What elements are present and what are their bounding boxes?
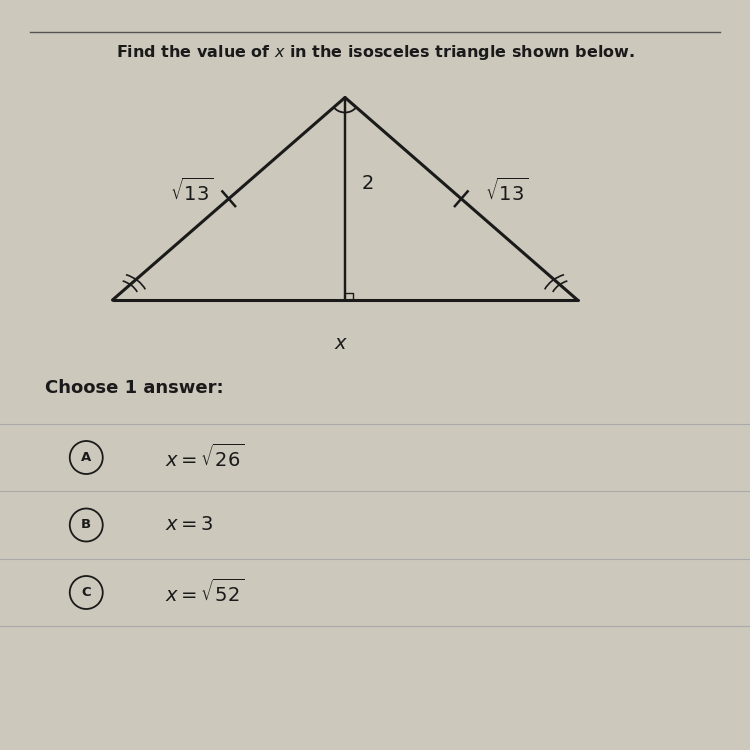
Text: C: C bbox=[82, 586, 91, 599]
Text: Choose 1 answer:: Choose 1 answer: bbox=[45, 379, 224, 397]
Text: 2: 2 bbox=[362, 174, 374, 194]
Text: $x = 3$: $x = 3$ bbox=[165, 515, 214, 535]
Text: Find the value of $x$ in the isosceles triangle shown below.: Find the value of $x$ in the isosceles t… bbox=[116, 44, 634, 62]
Text: $\sqrt{13}$: $\sqrt{13}$ bbox=[170, 178, 213, 205]
Text: $\sqrt{13}$: $\sqrt{13}$ bbox=[484, 178, 528, 205]
Text: B: B bbox=[81, 518, 92, 532]
Text: $x$: $x$ bbox=[334, 334, 348, 352]
Text: $x = \sqrt{52}$: $x = \sqrt{52}$ bbox=[165, 579, 244, 606]
Text: $x = \sqrt{26}$: $x = \sqrt{26}$ bbox=[165, 444, 244, 471]
Text: A: A bbox=[81, 451, 92, 464]
